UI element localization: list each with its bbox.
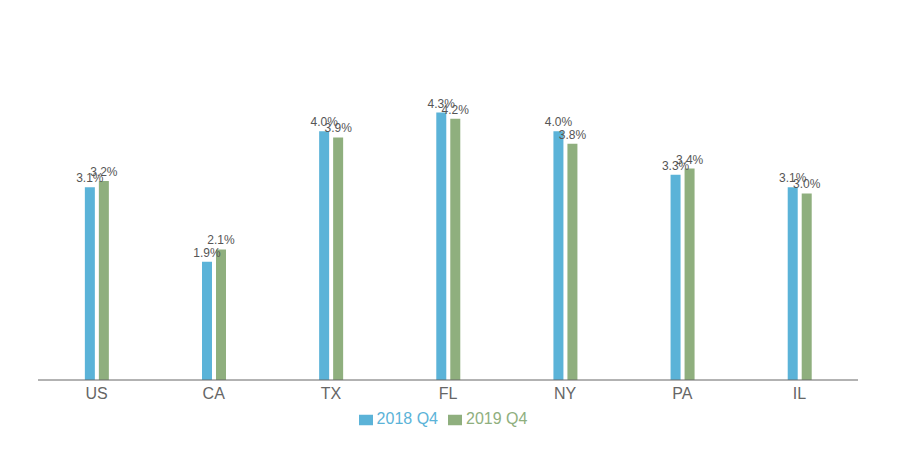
svg-text:3.9%: 3.9%	[324, 121, 352, 135]
svg-text:US: US	[85, 385, 107, 402]
svg-text:IL: IL	[793, 385, 806, 402]
html-text:2018 Q4: 2018 Q4	[376, 410, 438, 427]
svg-text:3.4%: 3.4%	[676, 153, 704, 167]
svg-text:1.9%: 1.9%	[193, 246, 221, 260]
svg-text:3.8%: 3.8%	[559, 128, 587, 142]
svg-text:4.2%: 4.2%	[442, 103, 470, 117]
svg-text:TX: TX	[321, 385, 342, 402]
svg-text:2.1%: 2.1%	[207, 233, 235, 247]
svg-text:PA: PA	[672, 385, 692, 402]
svg-text:CA: CA	[203, 385, 226, 402]
svg-text:NY: NY	[554, 385, 577, 402]
svg-text:FL: FL	[439, 385, 458, 402]
svg-text:4.0%: 4.0%	[544, 115, 573, 130]
svg-text:3.0%: 3.0%	[793, 177, 821, 191]
svg-text:3.2%: 3.2%	[90, 165, 118, 179]
html-text:2019 Q4: 2019 Q4	[466, 410, 528, 427]
